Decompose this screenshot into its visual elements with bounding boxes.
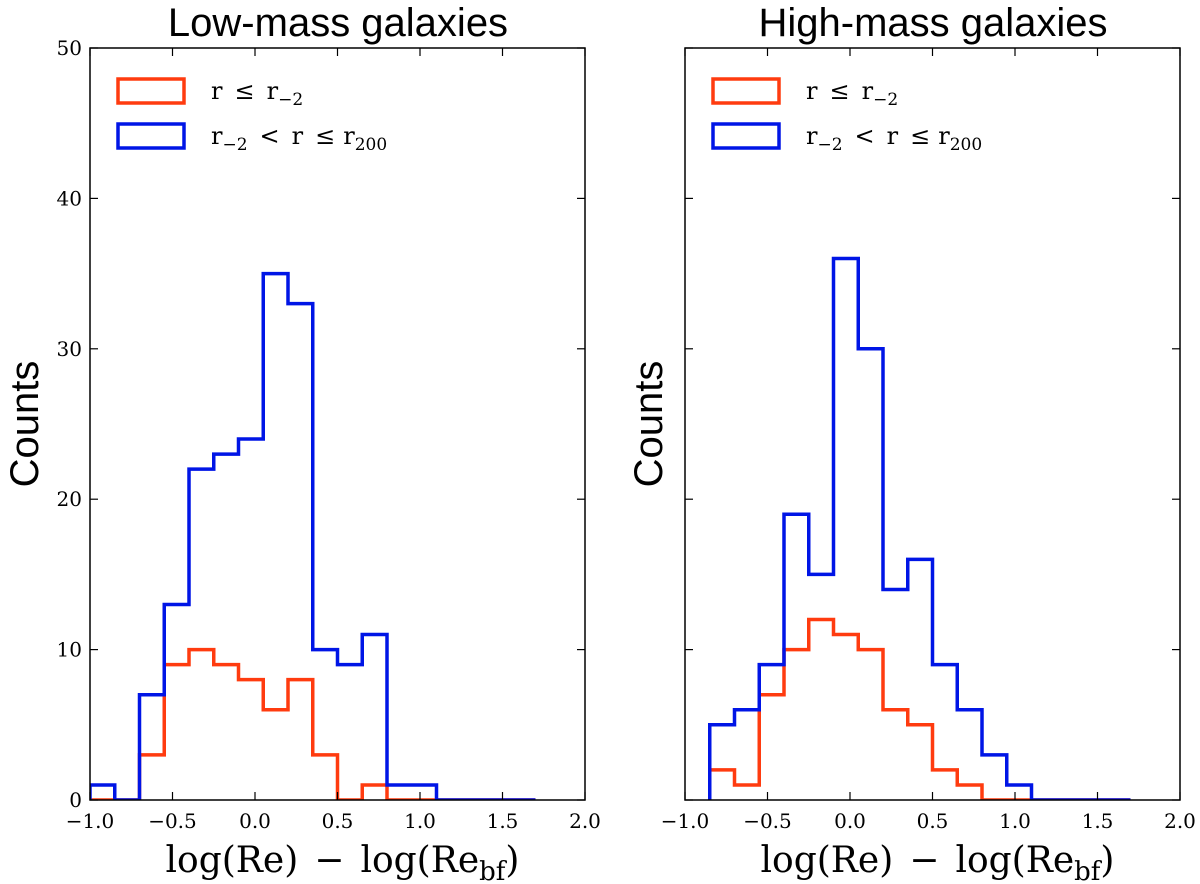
y-tick-label: 10 (57, 638, 82, 662)
legend-leq: ≤ (829, 77, 849, 105)
x-label-close: ) (1100, 840, 1114, 881)
x-tick-label: 1.0 (999, 809, 1031, 833)
x-label-minus: − (314, 840, 344, 881)
legend-swatch-outer (116, 122, 186, 150)
x-tick-label: 0.5 (917, 809, 949, 833)
x-tick-label: 2.0 (569, 809, 601, 833)
legend-label-inner: r ≤ r−2 (806, 77, 898, 110)
x-tick-label: 1.0 (404, 809, 436, 833)
x-axis-label: log(Re) − log(Rebf) (761, 840, 1115, 884)
legend-r: r (267, 77, 279, 105)
x-tick-label: 0.0 (239, 809, 271, 833)
legend-swatch-inner (711, 77, 781, 105)
x-tick-label: −0.5 (148, 809, 197, 833)
x-label-subscript: bf (479, 857, 508, 884)
y-axis-label: Counts (627, 361, 671, 488)
x-label-term2: log(Re (360, 840, 479, 881)
y-tick-label: 40 (57, 186, 82, 210)
x-tick-label: 0.5 (322, 809, 354, 833)
legend-label-outer: r−2 < r ≤ r200 (806, 122, 982, 155)
legend-r: r (938, 122, 950, 150)
legend-leq: ≤ (234, 77, 254, 105)
y-tick-label: 30 (57, 337, 82, 361)
legend-r: r (862, 77, 874, 105)
legend-r: r (211, 122, 223, 150)
x-label-term1: log(Re) (166, 840, 299, 881)
legend: r ≤ r−2r−2 < r ≤ r200 (711, 77, 982, 155)
legend-label-inner: r ≤ r−2 (211, 77, 303, 110)
legend-r: r (806, 122, 818, 150)
y-tick-label: 0 (69, 788, 82, 812)
x-tick-label: 1.5 (1082, 809, 1114, 833)
x-label-subscript: bf (1074, 857, 1103, 884)
legend-r: r (292, 122, 304, 150)
x-tick-label: −1.0 (661, 809, 710, 833)
legend-subscript: 200 (355, 135, 387, 155)
legend-r: r (806, 77, 818, 105)
legend-label-outer: r−2 < r ≤ r200 (211, 122, 387, 155)
legend-swatch-outer (711, 122, 781, 150)
x-tick-label: 1.5 (487, 809, 519, 833)
chart-title: High-mass galaxies (758, 1, 1107, 45)
legend-subscript: −2 (873, 90, 898, 110)
x-tick-label: −0.5 (743, 809, 792, 833)
legend-lt: < (260, 122, 280, 150)
legend-leq: ≤ (910, 122, 930, 150)
chart-title: Low-mass galaxies (168, 1, 508, 45)
legend-leq: ≤ (315, 122, 335, 150)
legend-subscript: −2 (817, 135, 842, 155)
legend-swatch-inner (116, 77, 186, 105)
y-tick-label: 20 (57, 487, 82, 511)
x-label-term1: log(Re) (761, 840, 894, 881)
legend-r: r (887, 122, 899, 150)
x-tick-label: −1.0 (66, 809, 115, 833)
histogram-inner-series (90, 647, 536, 800)
x-label-term2: log(Re (955, 840, 1074, 881)
panel-high-mass: −1.0 −0.5 0.0 0.5 1.0 1.5 2.0 High-mass galaxie… (627, 1, 1196, 884)
histogram-inner-series (708, 617, 1131, 800)
x-axis-label: log(Re) − log(Rebf) (166, 840, 520, 884)
legend-subscript: 200 (950, 135, 982, 155)
x-label-close: ) (505, 840, 519, 881)
x-tick-label: 0.0 (834, 809, 866, 833)
x-tick-label: 2.0 (1164, 809, 1196, 833)
legend-r: r (211, 77, 223, 105)
histogram-outer-series (708, 256, 1131, 800)
y-axis-label: Counts (3, 361, 47, 488)
panel-low-mass: −1.0 −0.5 0.0 0.5 1.0 1.5 2.0 0 10 20 30 40 50 Low-ma… (3, 1, 601, 884)
legend-subscript: −2 (222, 135, 247, 155)
y-tick-label: 50 (57, 36, 82, 60)
histogram-outer-series (90, 271, 536, 800)
legend-r: r (343, 122, 355, 150)
legend: r ≤ r−2r−2 < r ≤ r200 (116, 77, 387, 155)
x-label-minus: − (909, 840, 939, 881)
legend-subscript: −2 (278, 90, 303, 110)
legend-lt: < (855, 122, 875, 150)
